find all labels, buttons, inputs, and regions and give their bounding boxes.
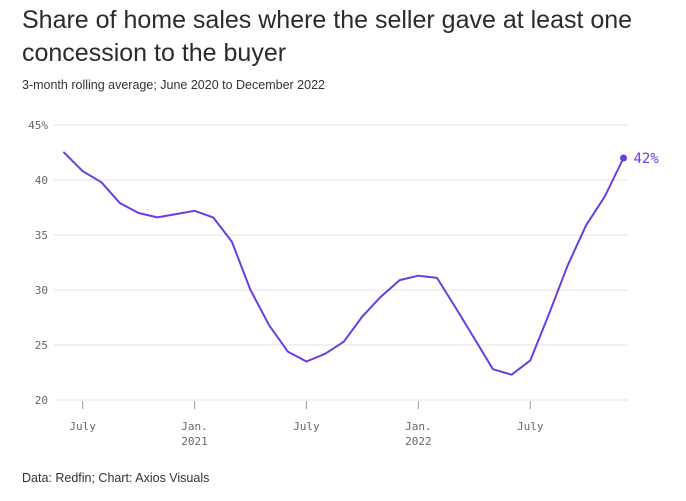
y-tick-label: 40 [35, 174, 48, 187]
chart-title: Share of home sales where the seller gav… [22, 6, 633, 67]
x-tick-label: Jan. [181, 420, 208, 433]
y-tick-label: 45% [28, 119, 48, 132]
x-tick-label: July [517, 420, 544, 433]
x-tick-year-label: 2021 [181, 435, 208, 448]
y-tick-label: 30 [35, 284, 48, 297]
x-tick-year-label: 2022 [405, 435, 432, 448]
x-tick-label: Jan. [405, 420, 432, 433]
x-axis-ticks: July Jan. 2021 July Jan. 2022 July [69, 401, 544, 448]
y-tick-label: 25 [35, 339, 48, 352]
y-tick-label: 20 [35, 394, 48, 407]
y-tick-label: 35 [35, 229, 48, 242]
series-layer: 42% [63, 151, 660, 376]
x-tick-label: July [293, 420, 320, 433]
x-tick-label: July [69, 420, 96, 433]
chart-subtitle: 3-month rolling average; June 2020 to De… [22, 78, 325, 92]
gridlines [54, 124, 628, 401]
series-line [63, 151, 625, 376]
end-value-label: 42% [634, 151, 660, 167]
y-axis-ticks: 20 25 30 35 40 45% [28, 119, 48, 407]
series-end-point [620, 154, 627, 162]
chart-source: Data: Redfin; Chart: Axios Visuals [22, 471, 210, 485]
